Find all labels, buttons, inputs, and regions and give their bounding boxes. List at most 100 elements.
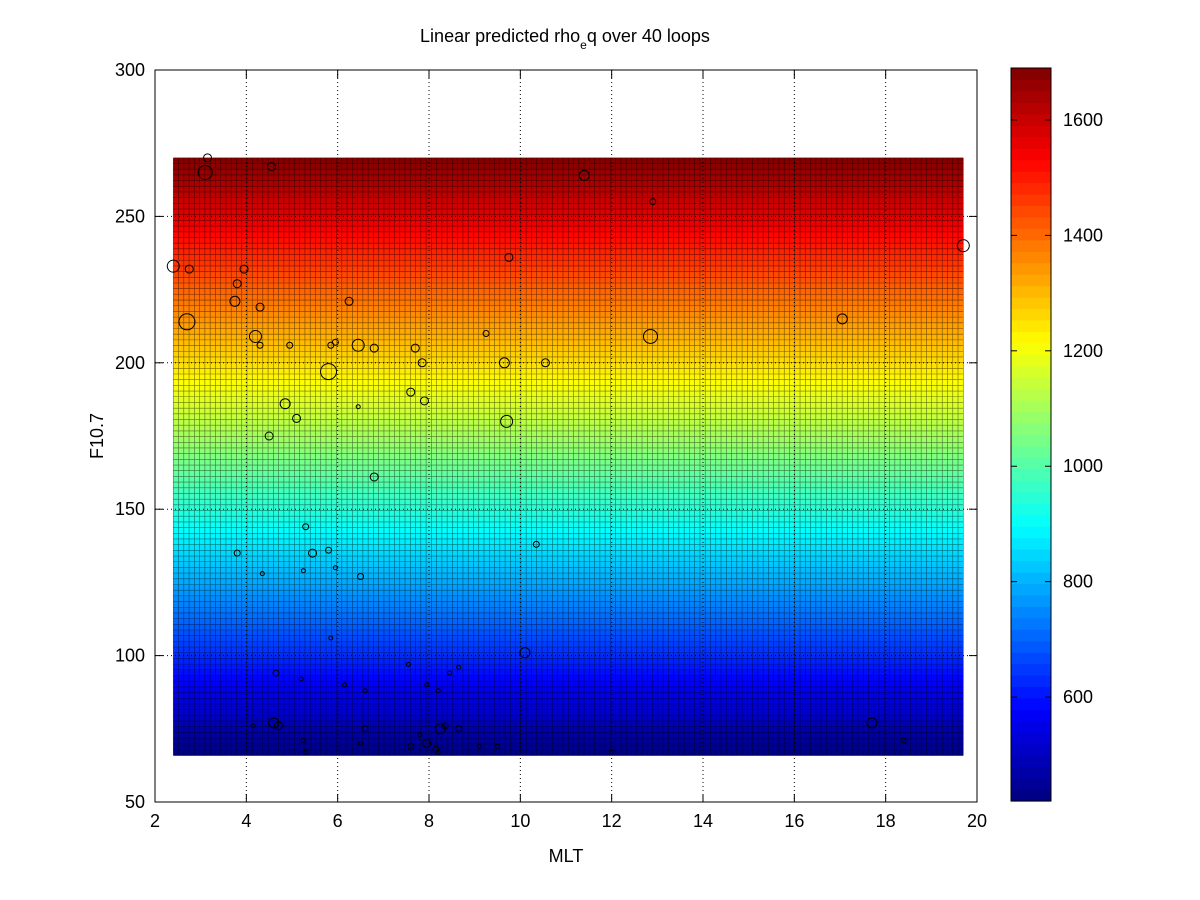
- colorbar-band: [1011, 423, 1051, 436]
- plot-area-border: [154, 69, 978, 803]
- observation-marker: [320, 363, 338, 381]
- colorbar-band: [1011, 285, 1051, 298]
- observation-marker: [303, 749, 309, 755]
- observation-marker: [417, 732, 423, 738]
- colorbar-band: [1011, 503, 1051, 516]
- colorbar-band: [1011, 297, 1051, 310]
- observation-marker: [498, 357, 510, 369]
- y-axis-label: F10.7: [87, 413, 107, 459]
- colorbar-band: [1011, 331, 1051, 344]
- colorbar-band: [1011, 709, 1051, 722]
- colorbar-band: [1011, 560, 1051, 573]
- observation-marker: [519, 647, 531, 659]
- observation-marker: [166, 259, 180, 273]
- y-tick-label: 100: [115, 646, 145, 666]
- x-tick-label: 4: [241, 811, 251, 831]
- observation-marker: [203, 153, 213, 163]
- colorbar-band: [1011, 159, 1051, 172]
- observation-marker: [362, 688, 368, 694]
- observation-marker: [435, 749, 441, 755]
- colorbar-band: [1011, 755, 1051, 768]
- observation-marker: [609, 749, 615, 755]
- x-tick-label: 18: [876, 811, 896, 831]
- observation-marker: [405, 661, 411, 667]
- colorbar-border: [1010, 67, 1052, 802]
- y-tick-label: 250: [115, 206, 145, 226]
- colorbar-band: [1011, 445, 1051, 459]
- observation-marker: [292, 413, 302, 423]
- observation-marker: [836, 313, 848, 325]
- observation-marker: [476, 743, 482, 749]
- x-tick-label: 10: [510, 811, 530, 831]
- colorbar-band: [1011, 102, 1051, 115]
- observation-marker: [233, 549, 241, 557]
- colorbar-band: [1011, 148, 1051, 161]
- y-tick-label: 200: [115, 353, 145, 373]
- observation-marker: [358, 740, 363, 746]
- colorbar-band: [1011, 514, 1051, 527]
- colorbar-tick-label: 600: [1063, 687, 1093, 707]
- colorbar-band: [1011, 663, 1051, 676]
- observation-marker: [419, 396, 429, 406]
- colorbar-band: [1011, 388, 1051, 401]
- colorbar-band: [1011, 606, 1051, 619]
- observation-marker: [286, 341, 294, 349]
- colorbar-band: [1011, 79, 1051, 92]
- observation-marker: [248, 329, 262, 343]
- observation-marker: [649, 198, 657, 206]
- colorbar-band: [1011, 193, 1051, 207]
- colorbar-band: [1011, 743, 1051, 756]
- colorbar-tick-label: 1200: [1063, 341, 1103, 361]
- observation-marker: [424, 682, 430, 688]
- colorbar-band: [1011, 617, 1051, 630]
- colorbar-band: [1011, 766, 1051, 779]
- observation-marker: [500, 414, 514, 428]
- x-axis-ticks: 2 4 6 8 10 12 14 16 18 20: [150, 70, 987, 831]
- observation-marker: [355, 404, 361, 410]
- observation-marker: [456, 664, 462, 670]
- colorbar-tick-label: 1000: [1063, 456, 1103, 476]
- observation-marker: [407, 742, 415, 750]
- observation-marker: [239, 264, 249, 274]
- observation-marker: [300, 568, 306, 574]
- observation-marker: [504, 252, 514, 262]
- colorbar-band: [1011, 480, 1051, 493]
- colorbar-band: [1011, 125, 1051, 138]
- x-tick-label: 14: [693, 811, 713, 831]
- observation-marker: [361, 725, 369, 733]
- colorbar-ticks: 600 800 1000 1200 1400 1600: [1011, 110, 1103, 707]
- observation-marker: [184, 264, 194, 274]
- colorbar-band: [1011, 342, 1051, 355]
- observation-marker: [264, 431, 274, 441]
- observation-marker: [578, 169, 590, 181]
- colorbar-band: [1011, 434, 1051, 447]
- observation-marker: [298, 676, 304, 682]
- observation-marker: [259, 571, 265, 577]
- observation-marker: [272, 669, 280, 677]
- colorbar-band: [1011, 778, 1051, 791]
- y-tick-label: 50: [125, 792, 145, 812]
- observation-marker: [422, 738, 432, 748]
- x-tick-label: 8: [424, 811, 434, 831]
- colorbar-band: [1011, 377, 1051, 390]
- x-tick-label: 16: [784, 811, 804, 831]
- chart-title: Linear predicted rhoeq over 40 loops: [420, 26, 710, 52]
- colorbar-band: [1011, 697, 1051, 710]
- colorbar-band: [1011, 732, 1051, 745]
- observation-marker: [540, 358, 550, 368]
- colorbar-band: [1011, 640, 1051, 653]
- observation-marker: [435, 688, 441, 694]
- colorbar-band: [1011, 468, 1051, 481]
- observation-marker: [406, 387, 416, 397]
- observation-marker: [441, 722, 449, 730]
- colorbar-band: [1011, 411, 1051, 424]
- observation-marker: [532, 540, 540, 548]
- observation-marker: [300, 738, 306, 744]
- colorbar-band: [1011, 171, 1051, 184]
- observation-marker: [495, 743, 500, 749]
- observation-marker: [308, 548, 318, 558]
- colorbar-band: [1011, 720, 1051, 733]
- observation-marker: [417, 358, 427, 368]
- observation-marker: [901, 738, 907, 744]
